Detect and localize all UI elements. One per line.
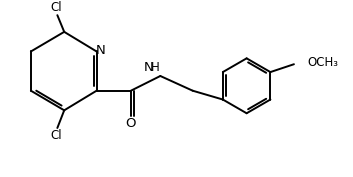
Text: H: H <box>151 61 160 74</box>
Text: Cl: Cl <box>50 1 62 14</box>
Text: OCH₃: OCH₃ <box>308 56 339 69</box>
Text: N: N <box>96 44 106 57</box>
Text: Cl: Cl <box>50 129 62 142</box>
Text: N: N <box>144 61 154 74</box>
Text: O: O <box>126 117 136 130</box>
